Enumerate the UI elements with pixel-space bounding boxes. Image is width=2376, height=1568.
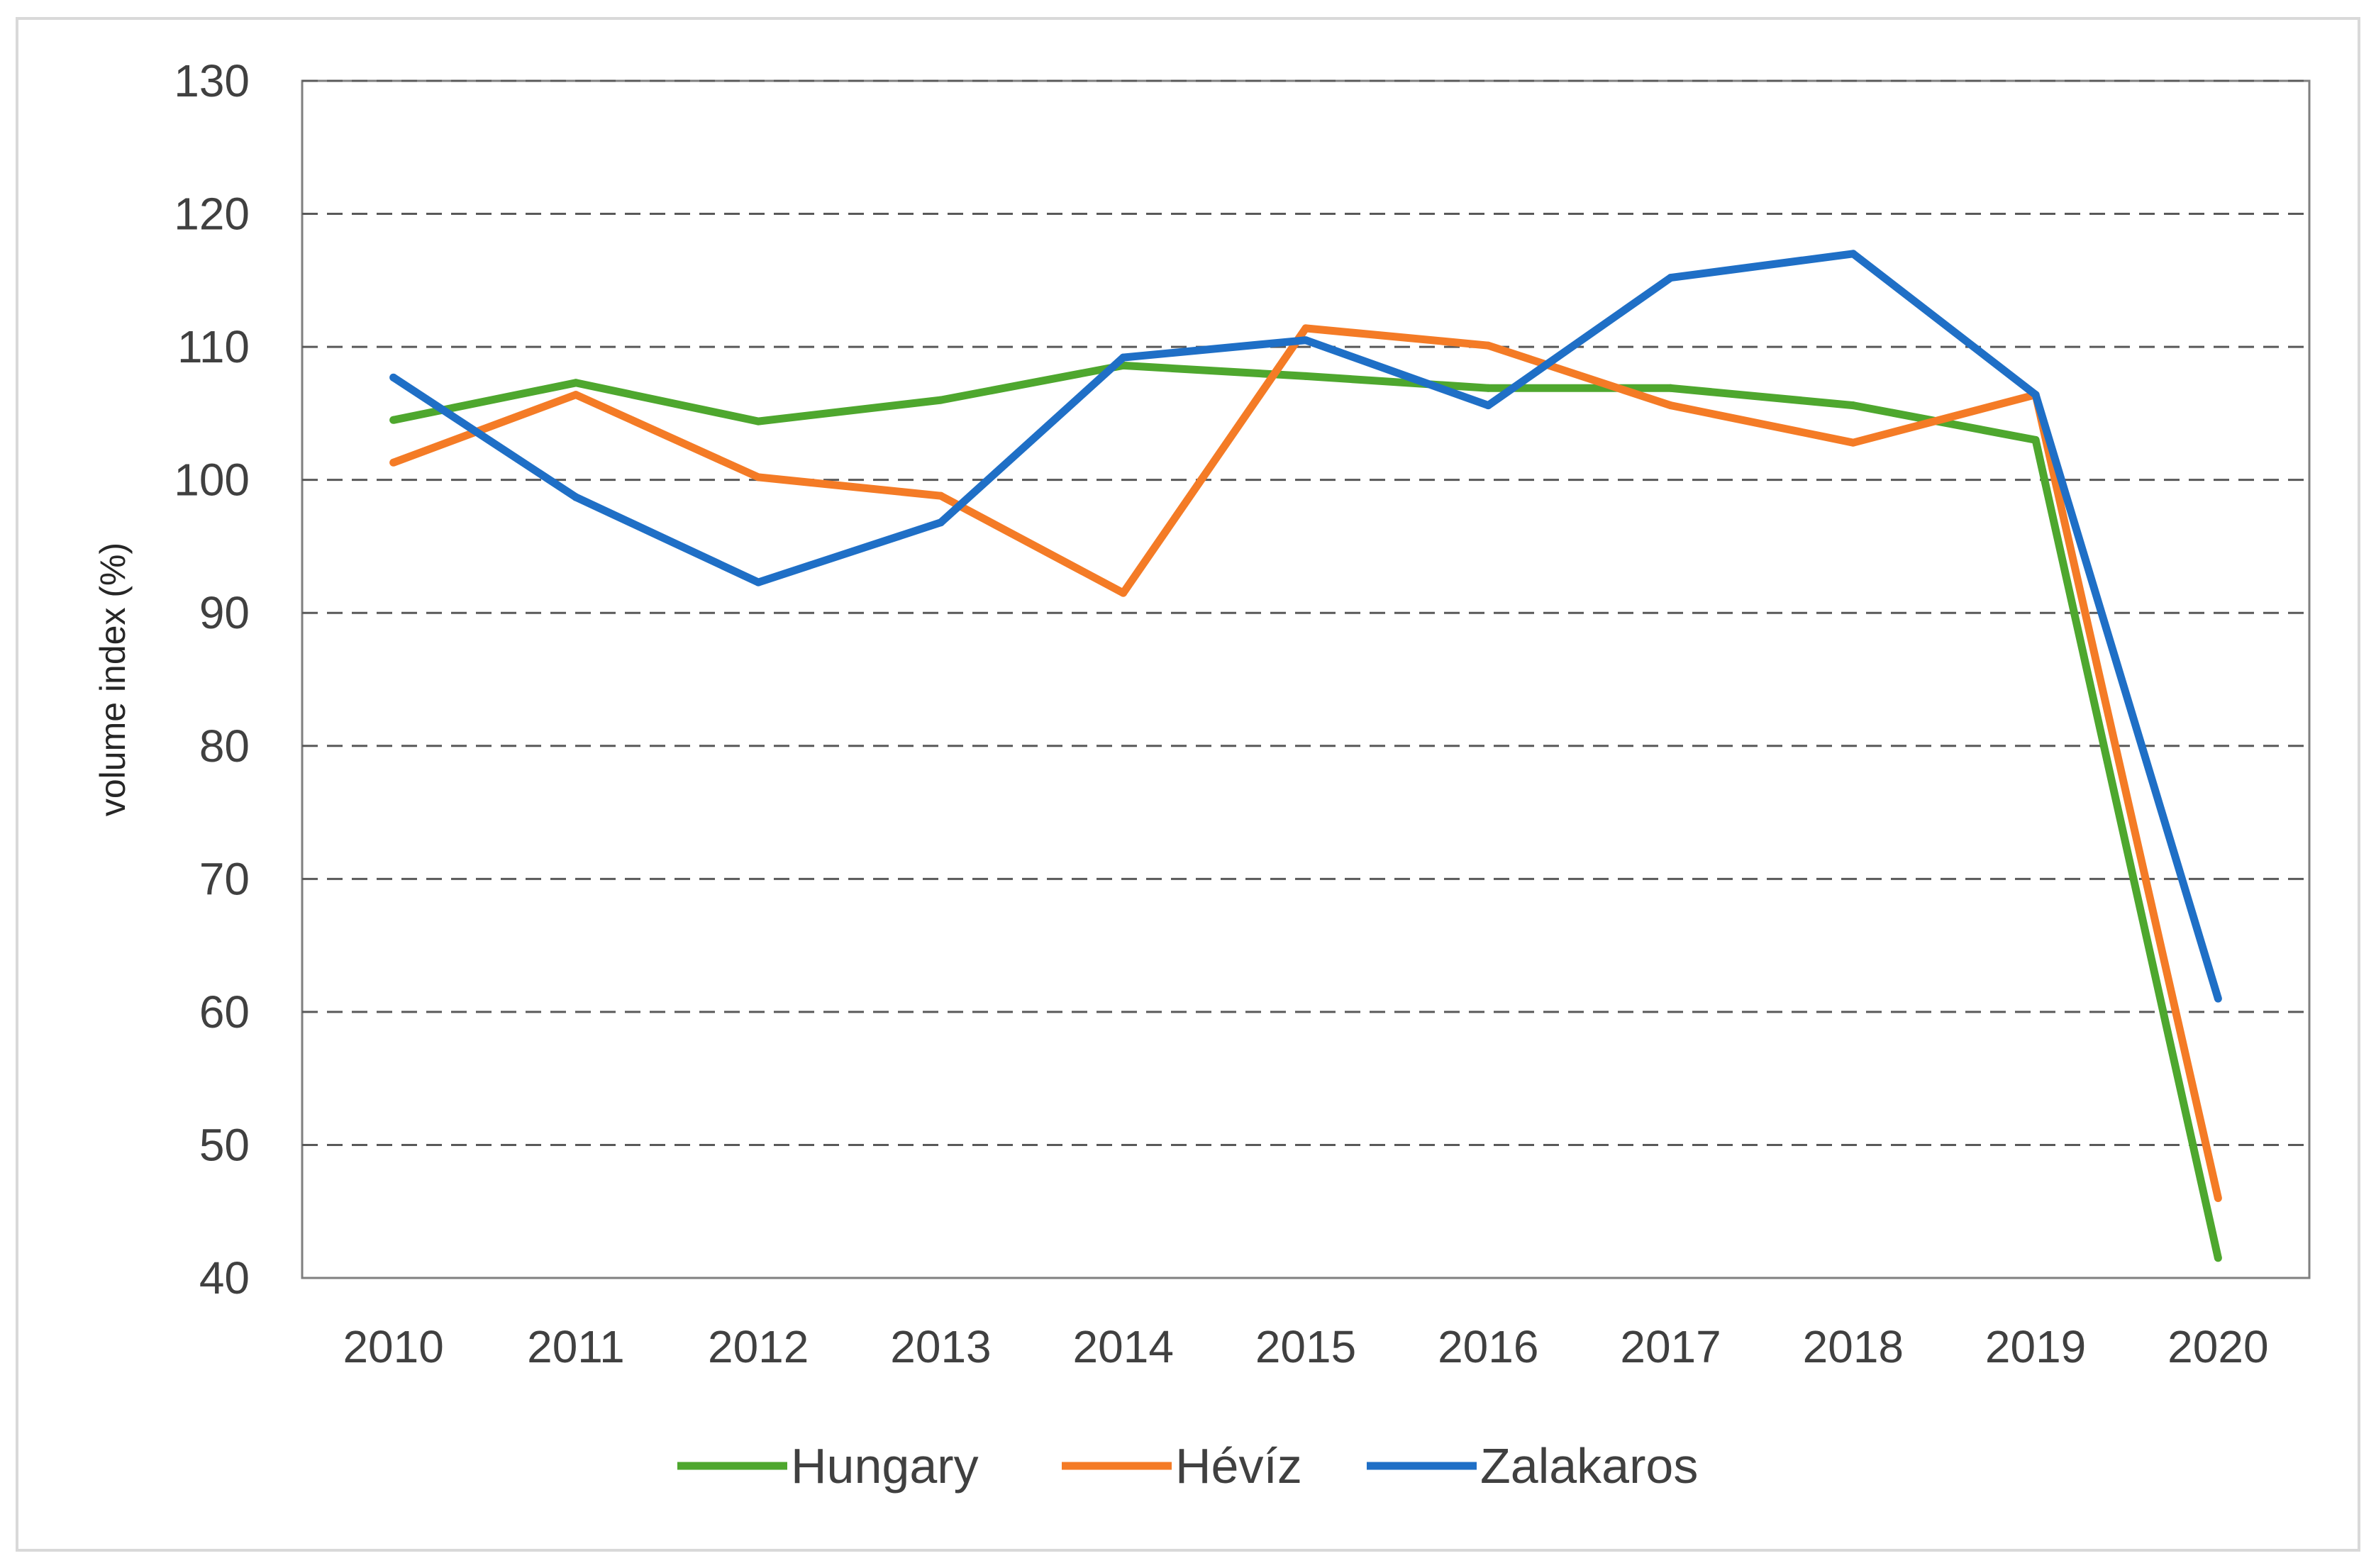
x-tick-label: 2013 <box>890 1321 991 1372</box>
data-point <box>1301 372 1310 380</box>
data-point <box>572 493 580 501</box>
data-point <box>2031 391 2040 399</box>
data-point <box>1484 384 1492 392</box>
y-tick-label: 110 <box>177 321 250 372</box>
x-tick-label: 2010 <box>343 1321 443 1372</box>
y-tick-label: 70 <box>199 853 250 904</box>
x-tick-label: 2016 <box>1438 1321 1538 1372</box>
data-point <box>1301 336 1310 345</box>
y-tick-label: 90 <box>199 587 250 638</box>
x-tick-label: 2020 <box>2167 1321 2268 1372</box>
y-tick-label: 130 <box>174 55 250 106</box>
legend-label: Hungary <box>791 1438 979 1494</box>
y-axis-title: volume index (%) <box>93 543 133 816</box>
legend-item: Hungary <box>677 1438 979 1494</box>
data-point <box>1484 341 1492 350</box>
data-point <box>1119 589 1128 597</box>
y-axis-ticks: 40 50 60 70 80 90 100 110 120 130 <box>174 55 250 1303</box>
gridlines <box>302 79 2309 1146</box>
data-point <box>1849 401 1858 410</box>
y-tick-label: 80 <box>199 721 250 772</box>
data-point <box>1849 250 1858 258</box>
x-tick-label: 2018 <box>1803 1321 1904 1372</box>
y-tick-label: 100 <box>174 455 250 506</box>
legend: Hungary Hévíz Zalakaros <box>677 1438 1698 1494</box>
x-axis-ticks: 2010 2011 2012 2013 2014 2015 2016 2017 2018 2019… <box>343 1321 2268 1372</box>
x-tick-label: 2019 <box>1985 1321 2086 1372</box>
data-point <box>389 373 398 382</box>
data-point <box>1667 384 1675 392</box>
y-tick-label: 40 <box>199 1252 250 1303</box>
data-point <box>936 396 945 404</box>
data-point <box>2031 435 2040 444</box>
y-tick-label: 50 <box>199 1119 250 1170</box>
data-point <box>2214 1254 2222 1262</box>
legend-label: Hévíz <box>1175 1438 1302 1494</box>
legend-item: Zalakaros <box>1367 1438 1698 1494</box>
x-tick-label: 2011 <box>527 1321 625 1372</box>
data-point <box>1119 353 1128 362</box>
x-tick-label: 2012 <box>708 1321 809 1372</box>
data-point <box>2214 994 2222 1003</box>
data-point <box>754 417 762 426</box>
data-point <box>1301 324 1310 333</box>
data-point <box>1484 401 1492 410</box>
x-tick-label: 2014 <box>1073 1321 1174 1372</box>
y-tick-label: 120 <box>174 189 250 240</box>
series-hungary <box>389 361 2222 1262</box>
data-point <box>389 416 398 424</box>
data-point <box>754 473 762 482</box>
data-point <box>936 491 945 500</box>
data-point <box>1667 274 1675 282</box>
series-lines <box>389 250 2222 1262</box>
data-point <box>936 518 945 527</box>
data-point <box>389 458 398 467</box>
x-tick-label: 2015 <box>1255 1321 1356 1372</box>
data-point <box>1667 401 1675 410</box>
data-point <box>572 379 580 387</box>
data-point <box>754 578 762 586</box>
x-tick-label: 2017 <box>1620 1321 1721 1372</box>
data-point <box>2214 1194 2222 1202</box>
legend-item: Hévíz <box>1062 1438 1302 1494</box>
legend-label: Zalakaros <box>1480 1438 1698 1494</box>
chart-area-border <box>16 17 2360 1552</box>
series-zalakaros <box>389 250 2222 1003</box>
data-point <box>1849 438 1858 447</box>
y-tick-label: 60 <box>199 986 250 1038</box>
data-point <box>572 391 580 399</box>
